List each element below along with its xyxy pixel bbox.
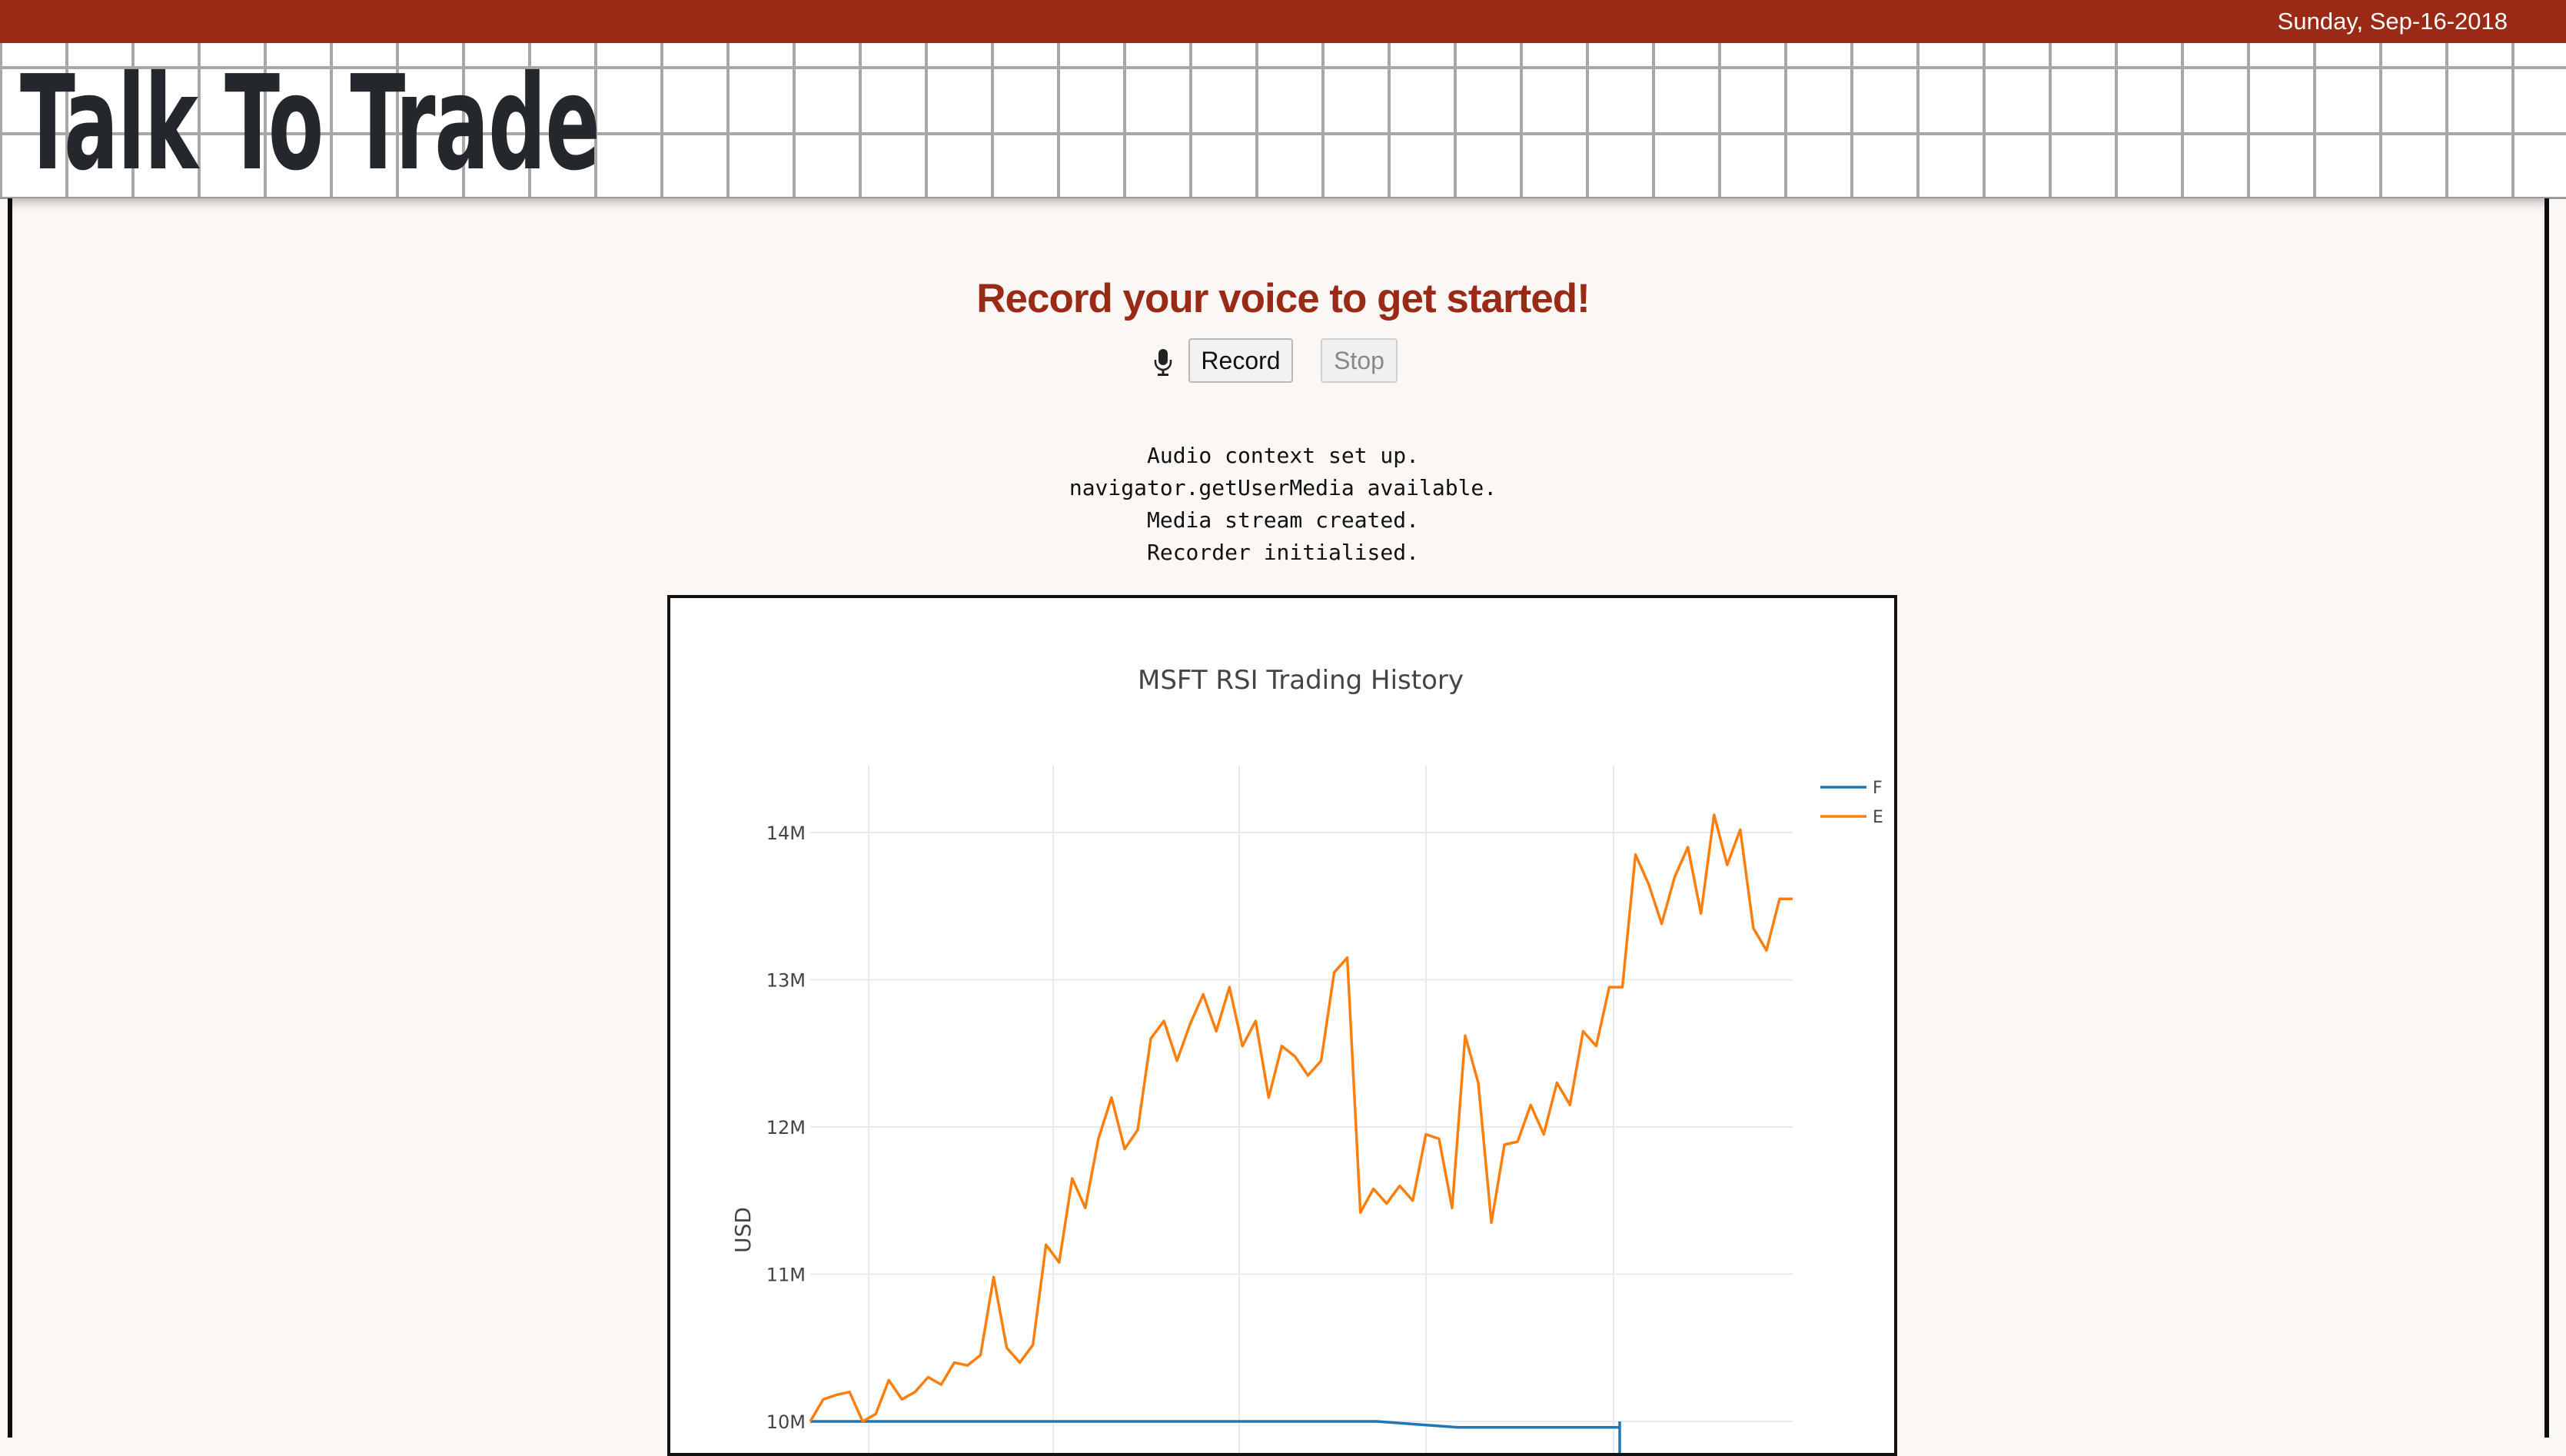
log-line: Media stream created. bbox=[1146, 507, 1419, 533]
series-line-e bbox=[809, 813, 1793, 1423]
y-tick-label: 11M bbox=[766, 1265, 806, 1286]
y-tick-label: 12M bbox=[766, 1117, 806, 1139]
stop-button[interactable]: Stop bbox=[1321, 338, 1398, 383]
recorder-controls: Record Stop bbox=[0, 338, 2566, 386]
y-tick-label: 10M bbox=[766, 1411, 806, 1433]
current-date: Sunday, Sep-16-2018 bbox=[2277, 8, 2508, 35]
log-line: Recorder initialised. bbox=[1146, 540, 1419, 565]
y-tick-label: 13M bbox=[766, 970, 806, 992]
log-line: Audio context set up. bbox=[1146, 443, 1419, 468]
chart-title: MSFT RSI Trading History bbox=[1138, 665, 1464, 696]
microphone-icon bbox=[1154, 349, 1172, 376]
log-line: navigator.getUserMedia available. bbox=[1069, 475, 1497, 500]
top-bar: Sunday, Sep-16-2018 bbox=[0, 0, 2566, 43]
y-axis-label: USD bbox=[730, 1207, 756, 1253]
y-tick-label: 14M bbox=[766, 823, 806, 844]
legend-label: F bbox=[1873, 779, 1883, 798]
chart-svg[interactable]: MSFT RSI Trading History 14M 13M 12M 11M 10M U… bbox=[670, 598, 1897, 1456]
trading-chart[interactable]: MSFT RSI Trading History 14M 13M 12M 11M 10M U… bbox=[667, 595, 1897, 1456]
legend-label: E bbox=[1873, 808, 1883, 827]
site-title: Talk To Trade bbox=[20, 48, 600, 200]
series-line-f bbox=[810, 1420, 1620, 1429]
record-button[interactable]: Record bbox=[1188, 338, 1293, 383]
page-headline: Record your voice to get started! bbox=[976, 276, 1590, 321]
site-header: Talk To Trade bbox=[0, 43, 2566, 199]
status-log: Audio context set up. navigator.getUserM… bbox=[0, 440, 2566, 569]
